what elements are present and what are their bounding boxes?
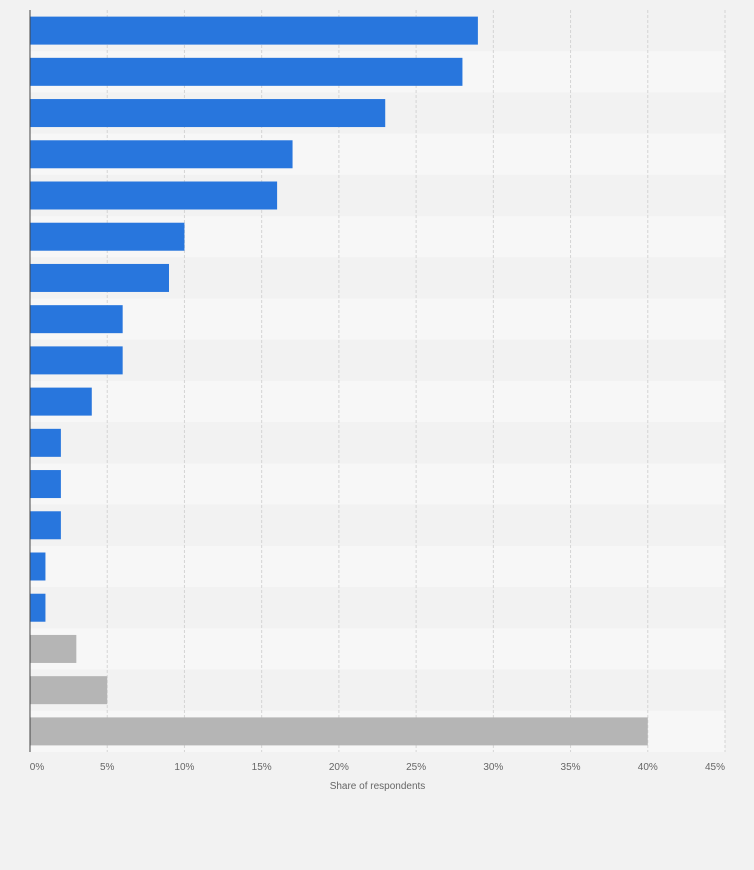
row-band xyxy=(30,587,725,629)
bar[interactable] xyxy=(30,263,169,292)
x-tick-label: 5% xyxy=(100,762,115,773)
x-tick-label: 30% xyxy=(483,762,503,773)
bar[interactable] xyxy=(30,552,46,581)
bar[interactable] xyxy=(30,387,92,416)
bar[interactable] xyxy=(30,511,61,540)
gridlines xyxy=(106,10,726,752)
row-band xyxy=(30,545,725,588)
bar[interactable] xyxy=(30,57,463,86)
row-band xyxy=(30,504,725,546)
x-tick-label: 25% xyxy=(406,762,426,773)
x-tick-label: 10% xyxy=(174,762,194,773)
bar[interactable] xyxy=(30,346,123,375)
bar[interactable] xyxy=(30,305,123,334)
row-band xyxy=(30,669,725,711)
bar[interactable] xyxy=(30,428,61,457)
row-band xyxy=(30,463,725,505)
x-tick-label: 20% xyxy=(329,762,349,773)
bar[interactable] xyxy=(30,676,108,705)
x-tick-label: 15% xyxy=(252,762,272,773)
x-tick-label: 0% xyxy=(30,762,45,773)
bar[interactable] xyxy=(30,717,648,746)
x-tick-label: 45% xyxy=(705,762,725,773)
bar[interactable] xyxy=(30,470,61,499)
row-band xyxy=(30,298,725,340)
row-band xyxy=(30,628,725,670)
bar[interactable] xyxy=(30,99,386,128)
x-tick-label: 40% xyxy=(638,762,658,773)
x-tick-label: 35% xyxy=(561,762,581,773)
x-axis-title: Share of respondents xyxy=(330,781,426,792)
row-band xyxy=(30,339,725,381)
bar[interactable] xyxy=(30,181,278,210)
bar[interactable] xyxy=(30,16,478,45)
bar[interactable] xyxy=(30,222,185,251)
x-tick-labels: 0% 5% 10% 15% 20% 25% 30% 35% 40% 45% xyxy=(30,762,725,773)
bar[interactable] xyxy=(30,593,46,622)
bars xyxy=(30,16,648,746)
bar[interactable] xyxy=(30,634,77,663)
row-band xyxy=(30,422,725,464)
bar[interactable] xyxy=(30,140,293,169)
row-band xyxy=(30,381,725,423)
